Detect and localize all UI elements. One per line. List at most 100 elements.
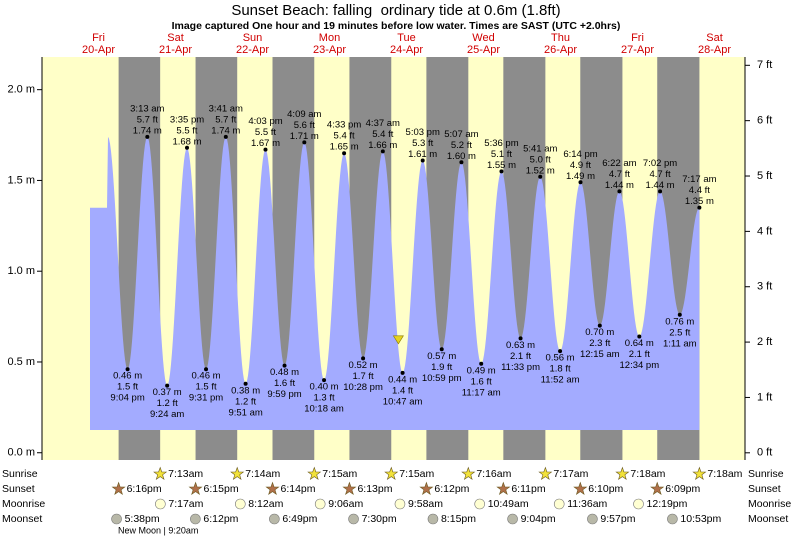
y2-tick-label: 6 ft (757, 115, 772, 127)
date-label: 22-Apr (236, 44, 269, 56)
current-level-marker (392, 335, 404, 345)
moonrise-time: 11:36am (567, 498, 607, 510)
sunrise-icon (230, 466, 245, 481)
tide-label: 5.3 ft (412, 138, 433, 149)
tide-label: 1.4 ft (392, 385, 413, 396)
tide-point (578, 180, 583, 185)
tide-label: 1.44 m (646, 180, 675, 191)
tide-label: 5.0 ft (530, 154, 551, 165)
tide-label: 1.44 m (605, 180, 634, 191)
tide-point (361, 356, 366, 361)
tide-label: 1.6 ft (471, 376, 492, 387)
sunset-icon (188, 481, 203, 496)
tide-label: 0.63 m (506, 340, 535, 351)
tide-label: 3:35 pm (170, 114, 204, 125)
sunset-time: 6:14pm (280, 483, 315, 495)
y2-tick-label: 7 ft (757, 59, 772, 71)
tide-point (518, 336, 523, 341)
sunrise-icon (384, 466, 399, 481)
date-label: 28-Apr (698, 44, 731, 56)
row-label: Moonset (2, 513, 42, 525)
sunset-icon (111, 481, 126, 496)
tide-point (538, 174, 543, 179)
tide-label: 5.6 ft (294, 120, 315, 131)
sunset-time: 6:10pm (588, 483, 623, 495)
chart-title: Sunset Beach: falling ordinary tide at 0… (231, 2, 560, 19)
sunrise-time: 7:16am (476, 468, 511, 480)
tide-label: 4:33 pm (327, 120, 361, 131)
moonrise-time: 10:49am (488, 498, 529, 510)
tide-label: 1.65 m (330, 142, 359, 153)
moon-phase: New Moon | 9:20am (118, 525, 198, 535)
tide-label: 1.2 ft (235, 396, 256, 407)
tide-label: 9:04 pm (110, 393, 144, 404)
tide-label: 3:41 am (209, 103, 243, 114)
tide-label: 1.74 m (133, 125, 162, 136)
sunrise-icon (461, 466, 476, 481)
tide-label: 0.57 m (427, 351, 456, 362)
tide-label: 0.40 m (310, 382, 339, 393)
tide-label: 9:59 pm (267, 389, 301, 400)
tide-label: 5.1 ft (491, 149, 512, 160)
tide-point (282, 363, 287, 368)
y2-tick-label: 1 ft (757, 391, 772, 403)
tide-label: 1.52 m (526, 165, 555, 176)
tide-label: 5:03 pm (406, 127, 440, 138)
moonset-icon (190, 513, 201, 525)
tide-label: 5:07 am (444, 129, 478, 140)
moonset-icon (348, 513, 359, 525)
weekday-label: Mon (319, 32, 340, 44)
tide-label: 3:13 am (130, 103, 164, 114)
moonset-time: 6:49pm (282, 513, 317, 525)
sunset-icon (573, 481, 588, 496)
tide-point (263, 147, 268, 152)
sunrise-icon (692, 466, 707, 481)
tide-label: 0.52 m (349, 360, 378, 371)
y-tick-label: 0.0 m (7, 447, 35, 459)
weekday-label: Tue (397, 32, 416, 44)
tide-point (677, 312, 682, 317)
moonrise-time: 8:12am (248, 498, 283, 510)
tide-label: 10:47 am (383, 396, 423, 407)
date-label: 25-Apr (467, 44, 500, 56)
tide-label: 2.1 ft (510, 351, 531, 362)
moonset-icon (111, 513, 122, 525)
tide-label: 1.60 m (447, 151, 476, 162)
tide-label: 2.1 ft (629, 349, 650, 360)
sunrise-time: 7:18am (630, 468, 665, 480)
tide-label: 0.64 m (625, 338, 654, 349)
tide-label: 4.4 ft (689, 185, 710, 196)
moonrise-icon (235, 498, 246, 510)
tide-label: 1:11 am (663, 338, 697, 349)
tide-point (658, 189, 663, 194)
moonrise-icon (633, 498, 644, 510)
tide-label: 0.56 m (546, 353, 575, 364)
y2-tick-label: 0 ft (757, 447, 772, 459)
tide-point (637, 334, 642, 339)
moonset-time: 9:04pm (521, 513, 556, 525)
moonset-time: 8:15pm (441, 513, 476, 525)
sunrise-time: 7:15am (399, 468, 434, 480)
tide-point (459, 160, 464, 165)
tide-point (400, 370, 405, 375)
y-tick-label: 2.0 m (7, 84, 35, 96)
tide-point (223, 134, 228, 139)
sunset-icon (342, 481, 357, 496)
tide-label: 1.5 ft (117, 382, 138, 393)
tide-point (204, 367, 209, 372)
tide-point (184, 145, 189, 150)
tide-label: 1.66 m (368, 140, 397, 151)
moonrise-time: 9:06am (328, 498, 363, 510)
y2-tick-label: 3 ft (757, 281, 772, 293)
moonrise-time: 9:58am (408, 498, 443, 510)
y-tick-label: 0.5 m (7, 356, 35, 368)
moonrise-icon (394, 498, 406, 510)
tide-point (597, 323, 602, 328)
tide-label: 0.70 m (585, 327, 614, 338)
weekday-label: Fri (631, 32, 644, 44)
tide-label: 5.7 ft (215, 114, 236, 125)
weekday-label: Sat (706, 32, 723, 44)
tide-label: 4:37 am (366, 118, 400, 129)
weekday-label: Sat (167, 32, 184, 44)
